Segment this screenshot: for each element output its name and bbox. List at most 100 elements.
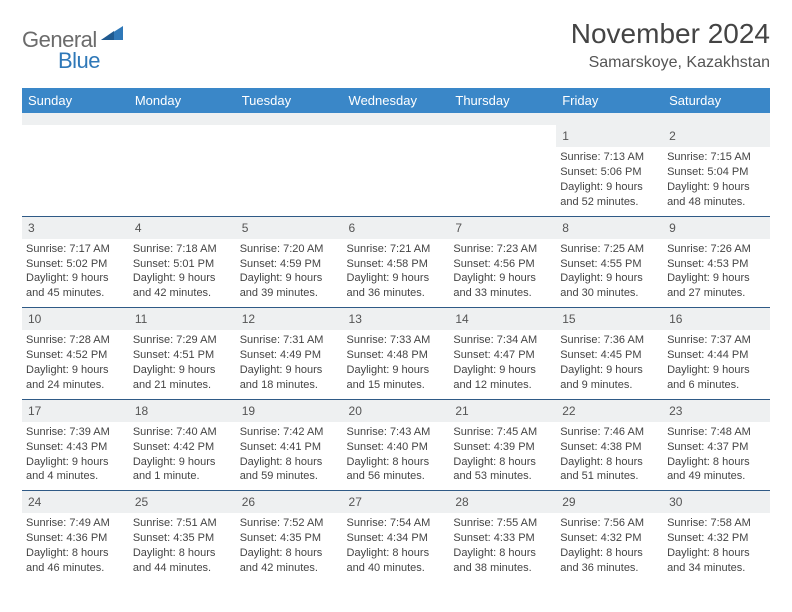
daylight-text: Daylight: 8 hours and 38 minutes.	[453, 546, 552, 576]
calendar-day-cell: .	[236, 125, 343, 216]
daylight-text: Daylight: 9 hours and 36 minutes.	[347, 271, 446, 301]
sunset-text: Sunset: 4:56 PM	[453, 257, 552, 272]
daylight-text: Daylight: 9 hours and 6 minutes.	[667, 363, 766, 393]
sunset-text: Sunset: 4:41 PM	[240, 440, 339, 455]
day-number: 26	[236, 491, 343, 513]
calendar-location: Samarskoye, Kazakhstan	[571, 54, 770, 72]
day-number: 23	[663, 400, 770, 422]
sunrise-text: Sunrise: 7:31 AM	[240, 333, 339, 348]
weekday-header: Wednesday	[343, 88, 450, 113]
sunset-text: Sunset: 4:43 PM	[26, 440, 125, 455]
calendar-day-cell: .	[449, 125, 556, 216]
calendar-day-cell: 4Sunrise: 7:18 AMSunset: 5:01 PMDaylight…	[129, 216, 236, 308]
sunset-text: Sunset: 4:38 PM	[560, 440, 659, 455]
sunrise-text: Sunrise: 7:58 AM	[667, 516, 766, 531]
calendar-day-cell: 26Sunrise: 7:52 AMSunset: 4:35 PMDayligh…	[236, 491, 343, 582]
calendar-day-cell: 30Sunrise: 7:58 AMSunset: 4:32 PMDayligh…	[663, 491, 770, 582]
day-number: 9	[663, 217, 770, 239]
daylight-text: Daylight: 9 hours and 24 minutes.	[26, 363, 125, 393]
brand-text-blue: Blue	[58, 48, 100, 73]
daylight-text: Daylight: 9 hours and 45 minutes.	[26, 271, 125, 301]
sunrise-text: Sunrise: 7:37 AM	[667, 333, 766, 348]
day-number: 10	[22, 308, 129, 330]
calendar-grid: Sunday Monday Tuesday Wednesday Thursday…	[22, 88, 770, 582]
calendar-day-cell: 28Sunrise: 7:55 AMSunset: 4:33 PMDayligh…	[449, 491, 556, 582]
daylight-text: Daylight: 8 hours and 46 minutes.	[26, 546, 125, 576]
calendar-day-cell: 21Sunrise: 7:45 AMSunset: 4:39 PMDayligh…	[449, 399, 556, 491]
calendar-day-cell: 15Sunrise: 7:36 AMSunset: 4:45 PMDayligh…	[556, 308, 663, 400]
daylight-text: Daylight: 9 hours and 30 minutes.	[560, 271, 659, 301]
day-number: 16	[663, 308, 770, 330]
calendar-day-cell: 6 Sunrise: 7:21 AMSunset: 4:58 PMDaylight…	[343, 216, 450, 308]
sunset-text: Sunset: 4:39 PM	[453, 440, 552, 455]
sunrise-text: Sunrise: 7:39 AM	[26, 425, 125, 440]
sunset-text: Sunset: 4:35 PM	[240, 531, 339, 546]
weekday-header: Tuesday	[236, 88, 343, 113]
sunrise-text: Sunrise: 7:52 AM	[240, 516, 339, 531]
sunrise-text: Sunrise: 7:48 AM	[667, 425, 766, 440]
day-number: 18	[129, 400, 236, 422]
sunrise-text: Sunrise: 7:21 AM	[347, 242, 446, 257]
sunrise-text: Sunrise: 7:18 AM	[133, 242, 232, 257]
weekday-header: Sunday	[22, 88, 129, 113]
calendar-day-cell: 23 Sunrise: 7:48 AMSunset: 4:37 PMDayligh…	[663, 399, 770, 491]
calendar-day-cell: 18Sunrise: 7:40 AMSunset: 4:42 PMDayligh…	[129, 399, 236, 491]
calendar-day-cell: .	[343, 125, 450, 216]
day-number: 12	[236, 308, 343, 330]
calendar-day-cell: .	[22, 125, 129, 216]
day-number: 29	[556, 491, 663, 513]
daylight-text: Daylight: 9 hours and 12 minutes.	[453, 363, 552, 393]
day-number: 24	[22, 491, 129, 513]
sunset-text: Sunset: 4:58 PM	[347, 257, 446, 272]
day-number: 11	[129, 308, 236, 330]
daylight-text: Daylight: 9 hours and 42 minutes.	[133, 271, 232, 301]
sunset-text: Sunset: 5:04 PM	[667, 165, 766, 180]
day-number: 13	[343, 308, 450, 330]
sunrise-text: Sunrise: 7:45 AM	[453, 425, 552, 440]
day-number: 19	[236, 400, 343, 422]
weekday-header: Thursday	[449, 88, 556, 113]
daylight-text: Daylight: 8 hours and 49 minutes.	[667, 455, 766, 485]
sunset-text: Sunset: 5:01 PM	[133, 257, 232, 272]
day-number: 17	[22, 400, 129, 422]
sunset-text: Sunset: 4:48 PM	[347, 348, 446, 363]
weekday-header-row: Sunday Monday Tuesday Wednesday Thursday…	[22, 88, 770, 113]
sunset-text: Sunset: 4:34 PM	[347, 531, 446, 546]
daylight-text: Daylight: 9 hours and 18 minutes.	[240, 363, 339, 393]
calendar-day-cell: .	[129, 125, 236, 216]
day-number: 28	[449, 491, 556, 513]
day-number: 22	[556, 400, 663, 422]
calendar-day-cell: 24Sunrise: 7:49 AMSunset: 4:36 PMDayligh…	[22, 491, 129, 582]
calendar-day-cell: 19Sunrise: 7:42 AMSunset: 4:41 PMDayligh…	[236, 399, 343, 491]
daylight-text: Daylight: 9 hours and 1 minute.	[133, 455, 232, 485]
daylight-text: Daylight: 9 hours and 4 minutes.	[26, 455, 125, 485]
day-number: 1	[556, 125, 663, 147]
day-number: 14	[449, 308, 556, 330]
weekday-header: Friday	[556, 88, 663, 113]
sunrise-text: Sunrise: 7:36 AM	[560, 333, 659, 348]
calendar-week-row: .....1Sunrise: 7:13 AMSunset: 5:06 PMDay…	[22, 125, 770, 216]
sunrise-text: Sunrise: 7:42 AM	[240, 425, 339, 440]
sunset-text: Sunset: 4:35 PM	[133, 531, 232, 546]
sunrise-text: Sunrise: 7:40 AM	[133, 425, 232, 440]
sunset-text: Sunset: 4:49 PM	[240, 348, 339, 363]
day-number: 6	[343, 217, 450, 239]
daylight-text: Daylight: 8 hours and 51 minutes.	[560, 455, 659, 485]
weekday-header: Monday	[129, 88, 236, 113]
calendar-day-cell: 2Sunrise: 7:15 AMSunset: 5:04 PMDaylight…	[663, 125, 770, 216]
calendar-week-row: 3Sunrise: 7:17 AMSunset: 5:02 PMDaylight…	[22, 216, 770, 308]
sunrise-text: Sunrise: 7:26 AM	[667, 242, 766, 257]
sunrise-text: Sunrise: 7:13 AM	[560, 150, 659, 165]
day-number: 15	[556, 308, 663, 330]
weekday-header: Saturday	[663, 88, 770, 113]
daylight-text: Daylight: 9 hours and 48 minutes.	[667, 180, 766, 210]
sunrise-text: Sunrise: 7:34 AM	[453, 333, 552, 348]
sunset-text: Sunset: 4:32 PM	[667, 531, 766, 546]
header-spacer	[22, 113, 770, 125]
sunrise-text: Sunrise: 7:25 AM	[560, 242, 659, 257]
calendar-day-cell: 27Sunrise: 7:54 AMSunset: 4:34 PMDayligh…	[343, 491, 450, 582]
day-number: 21	[449, 400, 556, 422]
sunrise-text: Sunrise: 7:17 AM	[26, 242, 125, 257]
day-number: 30	[663, 491, 770, 513]
sunset-text: Sunset: 4:37 PM	[667, 440, 766, 455]
